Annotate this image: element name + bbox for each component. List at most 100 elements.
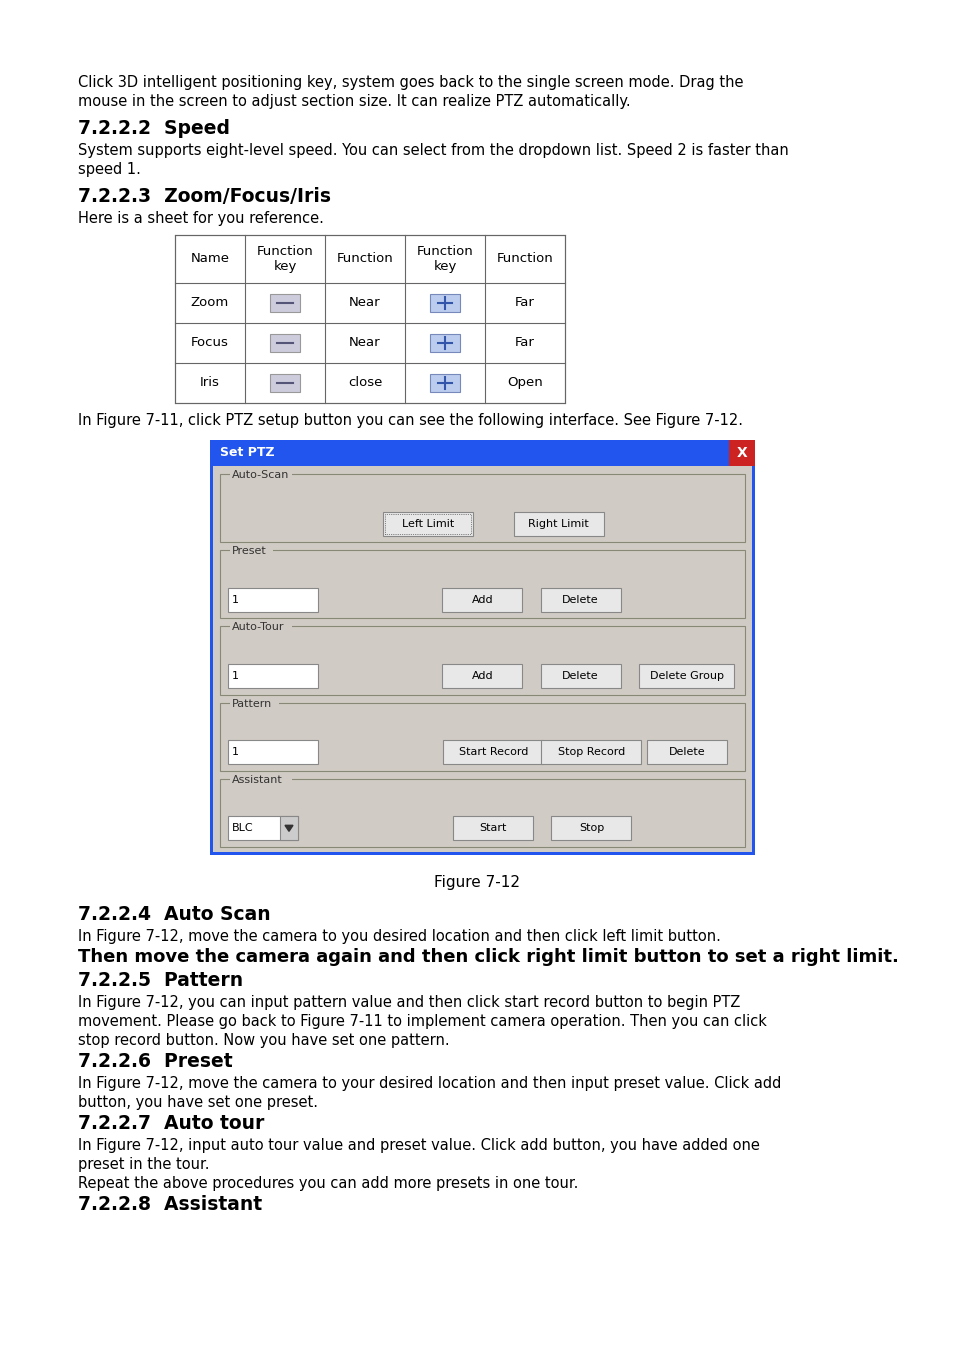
Text: speed 1.: speed 1. [78, 162, 141, 177]
Text: Stop Record: Stop Record [558, 747, 624, 757]
Text: Add: Add [471, 671, 493, 680]
Text: BLC: BLC [232, 824, 253, 833]
Bar [728, 440, 754, 466]
Text: Far: Far [515, 336, 535, 350]
Text: In Figure 7-12, move the camera to you desired location and then click left limi: In Figure 7-12, move the camera to you d… [78, 929, 720, 944]
Text: Right Limit: Right Limit [528, 518, 589, 528]
Text: In Figure 7-11, click PTZ setup button you can see the following interface. See : In Figure 7-11, click PTZ setup button y… [78, 413, 742, 428]
Text: Near: Near [349, 336, 380, 350]
Bar [514, 512, 603, 536]
Text: Name: Name [191, 252, 230, 266]
Bar [213, 466, 751, 852]
Text: In Figure 7-12, input auto tour value and preset value. Click add button, you ha: In Figure 7-12, input auto tour value an… [78, 1138, 760, 1153]
Bar [280, 817, 297, 840]
Text: Stop: Stop [578, 824, 603, 833]
Text: 7.2.2.8  Assistant: 7.2.2.8 Assistant [78, 1195, 262, 1214]
Text: 7.2.2.6  Preset: 7.2.2.6 Preset [78, 1052, 233, 1071]
Text: In Figure 7-12, you can input pattern value and then click start record button t: In Figure 7-12, you can input pattern va… [78, 995, 740, 1010]
Text: Click 3D intelligent positioning key, system goes back to the single screen mode: Click 3D intelligent positioning key, sy… [78, 76, 742, 90]
Text: button, you have set one preset.: button, you have set one preset. [78, 1095, 317, 1110]
Text: Auto-Tour: Auto-Tour [232, 622, 284, 632]
Bar [430, 294, 459, 312]
Bar [442, 664, 522, 689]
Text: 7.2.2.5  Pattern: 7.2.2.5 Pattern [78, 971, 243, 990]
Bar [430, 374, 459, 392]
Text: Focus: Focus [191, 336, 229, 350]
Text: 1: 1 [232, 747, 239, 757]
Polygon shape [285, 825, 293, 832]
Text: Open: Open [507, 377, 542, 390]
Text: In Figure 7-12, move the camera to your desired location and then input preset v: In Figure 7-12, move the camera to your … [78, 1076, 781, 1091]
Bar [230, 772, 293, 784]
Bar [228, 817, 297, 840]
Bar [551, 817, 631, 840]
Bar [270, 333, 299, 352]
Bar [174, 235, 564, 404]
Text: Here is a sheet for you reference.: Here is a sheet for you reference. [78, 211, 323, 225]
Bar [270, 294, 299, 312]
Text: Function: Function [336, 252, 393, 266]
Text: Add: Add [471, 595, 493, 605]
Bar [230, 544, 273, 556]
Text: Set PTZ: Set PTZ [220, 447, 274, 459]
Bar [646, 740, 726, 764]
Bar [220, 702, 744, 771]
Text: 7.2.2.3  Zoom/Focus/Iris: 7.2.2.3 Zoom/Focus/Iris [78, 188, 331, 207]
Bar [443, 740, 543, 764]
Text: Figure 7-12: Figure 7-12 [434, 875, 519, 890]
Text: Repeat the above procedures you can add more presets in one tour.: Repeat the above procedures you can add … [78, 1176, 578, 1191]
Bar [540, 664, 620, 689]
Text: Function: Function [497, 252, 553, 266]
Text: System supports eight-level speed. You can select from the dropdown list. Speed : System supports eight-level speed. You c… [78, 143, 788, 158]
Text: 7.2.2.4  Auto Scan: 7.2.2.4 Auto Scan [78, 904, 271, 923]
Text: Function
key: Function key [256, 244, 313, 273]
Text: Then move the camera again and then click right limit button to set a right limi: Then move the camera again and then clic… [78, 948, 898, 967]
Text: Iris: Iris [200, 377, 220, 390]
Text: Delete: Delete [561, 671, 598, 680]
Text: Function
key: Function key [416, 244, 473, 273]
Text: Start Record: Start Record [458, 747, 528, 757]
Text: Left Limit: Left Limit [401, 518, 454, 528]
Bar [430, 333, 459, 352]
Text: Auto-Scan: Auto-Scan [232, 470, 289, 481]
Text: 1: 1 [232, 671, 239, 680]
Text: preset in the tour.: preset in the tour. [78, 1157, 210, 1172]
Bar [228, 740, 317, 764]
Text: 1: 1 [232, 595, 239, 605]
Text: Preset: Preset [232, 547, 267, 556]
Bar [270, 374, 299, 392]
Bar [442, 587, 522, 612]
Text: Delete: Delete [561, 595, 598, 605]
Bar [228, 664, 317, 689]
Text: Near: Near [349, 297, 380, 309]
Bar [230, 697, 279, 709]
Text: Pattern: Pattern [232, 698, 272, 709]
Bar [230, 468, 293, 481]
Text: Delete: Delete [668, 747, 704, 757]
Text: Start: Start [479, 824, 507, 833]
Bar [540, 587, 620, 612]
Bar [210, 440, 754, 466]
Text: stop record button. Now you have set one pattern.: stop record button. Now you have set one… [78, 1033, 449, 1048]
Text: close: close [348, 377, 382, 390]
Bar [228, 587, 317, 612]
Text: mouse in the screen to adjust section size. It can realize PTZ automatically.: mouse in the screen to adjust section si… [78, 95, 630, 109]
Text: Far: Far [515, 297, 535, 309]
Bar [210, 440, 754, 855]
Bar [541, 740, 640, 764]
Text: movement. Please go back to Figure 7-11 to implement camera operation. Then you : movement. Please go back to Figure 7-11 … [78, 1014, 766, 1029]
Text: Assistant: Assistant [232, 775, 282, 784]
Bar [220, 551, 744, 618]
Bar [220, 626, 744, 695]
Bar [220, 474, 744, 543]
Bar [453, 817, 533, 840]
Text: Zoom: Zoom [191, 297, 229, 309]
Bar [382, 512, 473, 536]
Text: X: X [736, 446, 746, 460]
Text: 7.2.2.7  Auto tour: 7.2.2.7 Auto tour [78, 1114, 264, 1133]
Text: Delete Group: Delete Group [649, 671, 723, 680]
Bar [220, 779, 744, 846]
Text: 7.2.2.2  Speed: 7.2.2.2 Speed [78, 119, 230, 138]
Bar [639, 664, 734, 689]
Bar [385, 513, 471, 533]
